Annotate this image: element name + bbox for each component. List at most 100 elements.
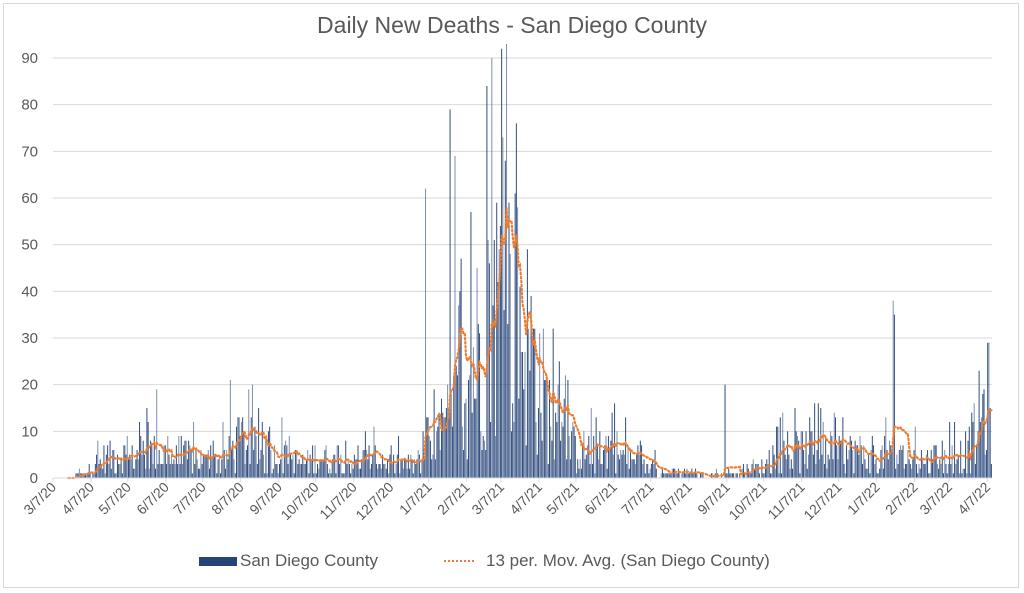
bar	[860, 445, 862, 478]
x-tick-label: 8/7/20	[208, 479, 247, 518]
bar	[739, 473, 741, 478]
bar	[653, 464, 655, 478]
bar	[439, 450, 441, 478]
bar	[341, 473, 343, 478]
bar	[539, 333, 541, 478]
bar	[587, 445, 589, 478]
bar	[487, 240, 489, 478]
bar	[412, 473, 414, 478]
bar	[902, 445, 904, 478]
chart-frame	[3, 3, 1019, 588]
bar	[679, 473, 681, 478]
bar	[277, 473, 279, 478]
y-axis-ticks: 0 10 20 30 40 50 60 70 80 90	[21, 50, 38, 487]
bar	[313, 473, 315, 478]
bar	[470, 212, 472, 478]
bar	[265, 436, 267, 478]
bar	[476, 268, 478, 478]
bar	[769, 473, 771, 478]
bar	[266, 473, 268, 478]
bar	[525, 445, 527, 478]
bar	[956, 459, 958, 478]
bar	[447, 384, 449, 478]
bar	[88, 464, 90, 478]
gridlines	[53, 57, 992, 432]
bar	[193, 422, 195, 478]
bar	[970, 473, 972, 478]
bar	[778, 473, 780, 478]
bar	[331, 459, 333, 478]
bar	[536, 454, 538, 478]
bar	[875, 459, 877, 478]
bar	[832, 459, 834, 478]
bar	[293, 473, 295, 478]
bar	[162, 464, 164, 478]
bar	[966, 473, 968, 478]
bar	[113, 450, 115, 478]
bar	[371, 464, 373, 478]
bar	[880, 450, 882, 478]
bar	[675, 473, 677, 478]
bar	[345, 440, 347, 478]
bar	[757, 464, 759, 478]
bar	[831, 436, 833, 478]
bar	[660, 473, 662, 478]
bar	[139, 422, 141, 478]
bar	[378, 464, 380, 478]
bar	[315, 473, 317, 478]
bar	[250, 417, 252, 478]
bar	[853, 473, 855, 478]
bar	[628, 468, 630, 478]
bar	[328, 473, 330, 478]
bar	[908, 459, 910, 478]
bar	[603, 450, 605, 478]
bar	[729, 473, 731, 478]
bar	[939, 459, 941, 478]
bar	[271, 473, 273, 478]
bar	[224, 468, 226, 478]
bar	[950, 464, 952, 478]
x-tick-label: 10/7/20	[277, 479, 321, 523]
legend-line-swatch	[444, 560, 474, 562]
bar	[167, 436, 169, 478]
bar	[119, 464, 121, 478]
bar	[258, 408, 260, 478]
bar	[954, 422, 956, 478]
bar	[270, 450, 272, 478]
bar	[642, 464, 644, 478]
bar	[749, 473, 751, 478]
bar	[610, 440, 612, 478]
bar	[726, 473, 728, 478]
bar	[112, 450, 114, 478]
bar	[526, 249, 528, 478]
bar	[379, 464, 381, 478]
bar	[256, 464, 258, 478]
bar	[838, 436, 840, 478]
bar	[547, 464, 549, 478]
bar	[285, 440, 287, 478]
y-tick-label: 60	[21, 190, 38, 207]
legend-bar-swatch	[199, 556, 237, 566]
bar	[645, 464, 647, 478]
legend-line-label: 13 per. Mov. Avg. (San Diego County)	[486, 551, 770, 570]
bar	[692, 473, 694, 478]
bar	[436, 431, 438, 478]
bar	[303, 464, 305, 478]
bar	[502, 137, 504, 479]
bar	[391, 464, 393, 478]
bar	[156, 389, 158, 478]
bar	[874, 464, 876, 478]
bar	[361, 459, 363, 478]
bar	[211, 459, 213, 478]
bar	[609, 450, 611, 478]
bar	[317, 464, 319, 478]
bar	[552, 328, 554, 478]
bar	[127, 459, 129, 478]
y-tick-label: 40	[21, 283, 38, 300]
bar	[916, 464, 918, 478]
bar	[977, 431, 979, 478]
bar	[96, 454, 98, 478]
bar	[618, 459, 620, 478]
bar	[355, 459, 357, 478]
bar	[922, 459, 924, 478]
